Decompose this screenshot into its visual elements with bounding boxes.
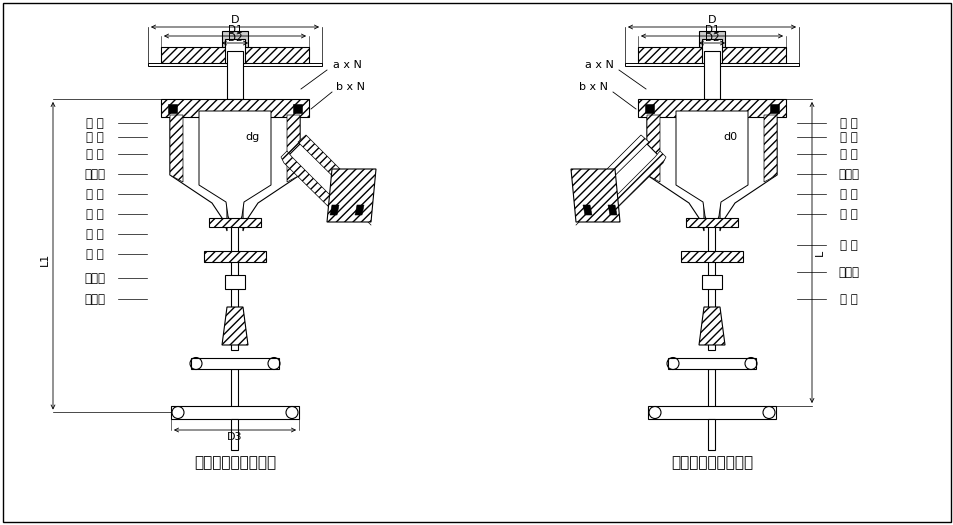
Bar bbox=[769, 104, 779, 113]
Text: d1: d1 bbox=[593, 184, 606, 194]
Bar bbox=[232, 419, 238, 450]
Text: 阀 体: 阀 体 bbox=[86, 148, 104, 161]
Text: 丝 杆: 丝 杆 bbox=[840, 292, 857, 306]
Text: D1: D1 bbox=[228, 25, 242, 35]
Text: D2: D2 bbox=[228, 33, 242, 43]
Text: a x N: a x N bbox=[584, 60, 613, 70]
Polygon shape bbox=[287, 115, 299, 182]
Text: 孔 板: 孔 板 bbox=[840, 117, 857, 130]
Polygon shape bbox=[607, 205, 617, 215]
Text: L: L bbox=[814, 249, 824, 256]
Polygon shape bbox=[327, 169, 375, 222]
Polygon shape bbox=[199, 111, 271, 227]
Bar bbox=[293, 104, 302, 113]
Polygon shape bbox=[287, 138, 359, 211]
Bar bbox=[168, 104, 177, 113]
Text: 压 盖: 压 盖 bbox=[86, 187, 104, 201]
Bar bbox=[701, 39, 721, 63]
Bar bbox=[161, 99, 309, 117]
Polygon shape bbox=[600, 151, 665, 217]
Bar bbox=[225, 275, 245, 289]
Text: 压 盖: 压 盖 bbox=[840, 187, 857, 201]
Bar bbox=[708, 369, 715, 407]
Polygon shape bbox=[763, 115, 776, 182]
Text: D2: D2 bbox=[704, 33, 719, 43]
Bar bbox=[227, 51, 243, 99]
Text: a x N: a x N bbox=[333, 60, 361, 70]
Bar bbox=[667, 358, 755, 369]
Bar bbox=[708, 225, 715, 350]
Bar bbox=[701, 275, 721, 289]
Bar bbox=[685, 218, 738, 227]
Polygon shape bbox=[676, 111, 747, 227]
Polygon shape bbox=[571, 169, 619, 222]
Polygon shape bbox=[581, 135, 648, 201]
Bar bbox=[148, 63, 322, 66]
Text: d: d bbox=[602, 194, 609, 204]
Text: D0: D0 bbox=[585, 174, 599, 184]
Polygon shape bbox=[330, 205, 338, 215]
Bar bbox=[209, 218, 261, 227]
Bar bbox=[708, 419, 715, 450]
Polygon shape bbox=[170, 115, 299, 231]
Text: d1: d1 bbox=[343, 184, 356, 194]
Bar bbox=[680, 251, 742, 262]
Text: 密封圈: 密封圈 bbox=[85, 167, 106, 181]
Polygon shape bbox=[586, 138, 659, 211]
Bar bbox=[638, 99, 785, 117]
Bar bbox=[699, 31, 724, 47]
Text: 密封圈: 密封圈 bbox=[838, 167, 859, 181]
Text: 小手轮: 小手轮 bbox=[85, 292, 106, 306]
Text: 下展示放料阀结构图: 下展示放料阀结构图 bbox=[670, 456, 752, 470]
Bar bbox=[647, 406, 775, 419]
Text: dg: dg bbox=[246, 132, 260, 142]
Bar bbox=[225, 39, 245, 63]
Text: 大手轮: 大手轮 bbox=[838, 266, 859, 278]
Text: D: D bbox=[231, 15, 239, 25]
Polygon shape bbox=[170, 115, 183, 182]
Text: D: D bbox=[707, 15, 716, 25]
Polygon shape bbox=[297, 135, 365, 201]
Text: 阀 杆: 阀 杆 bbox=[86, 247, 104, 260]
Polygon shape bbox=[281, 151, 346, 217]
Text: b x N: b x N bbox=[336, 82, 365, 92]
Bar bbox=[161, 47, 309, 63]
Text: 孔 板: 孔 板 bbox=[86, 117, 104, 130]
Text: d: d bbox=[340, 194, 347, 204]
Polygon shape bbox=[222, 307, 248, 345]
Text: 阀 芯: 阀 芯 bbox=[840, 131, 857, 143]
Bar bbox=[222, 31, 248, 47]
Polygon shape bbox=[355, 205, 364, 215]
Text: 支 架: 支 架 bbox=[86, 207, 104, 220]
Text: d0: d0 bbox=[722, 132, 737, 142]
Text: 大手轮: 大手轮 bbox=[85, 271, 106, 285]
Bar bbox=[171, 406, 298, 419]
Bar bbox=[638, 47, 785, 63]
Bar bbox=[644, 104, 654, 113]
Bar bbox=[232, 369, 238, 407]
Text: 阀 体: 阀 体 bbox=[840, 148, 857, 161]
Text: 螺 杆: 螺 杆 bbox=[840, 238, 857, 251]
Text: b x N: b x N bbox=[578, 82, 608, 92]
Text: D3: D3 bbox=[227, 432, 242, 442]
Text: Dg: Dg bbox=[350, 174, 364, 184]
Polygon shape bbox=[699, 307, 724, 345]
Polygon shape bbox=[646, 115, 659, 182]
Text: 丝 杆: 丝 杆 bbox=[86, 227, 104, 240]
Bar bbox=[191, 358, 278, 369]
Bar bbox=[204, 251, 266, 262]
Polygon shape bbox=[646, 115, 776, 231]
Text: 上展示放料阀结构图: 上展示放料阀结构图 bbox=[193, 456, 275, 470]
Bar bbox=[232, 225, 238, 350]
Bar bbox=[624, 63, 799, 66]
Text: L1: L1 bbox=[40, 253, 50, 266]
Bar bbox=[703, 51, 720, 99]
Text: 支 架: 支 架 bbox=[840, 207, 857, 220]
Text: D1: D1 bbox=[704, 25, 719, 35]
Polygon shape bbox=[582, 205, 592, 215]
Text: 阀 芯: 阀 芯 bbox=[86, 131, 104, 143]
